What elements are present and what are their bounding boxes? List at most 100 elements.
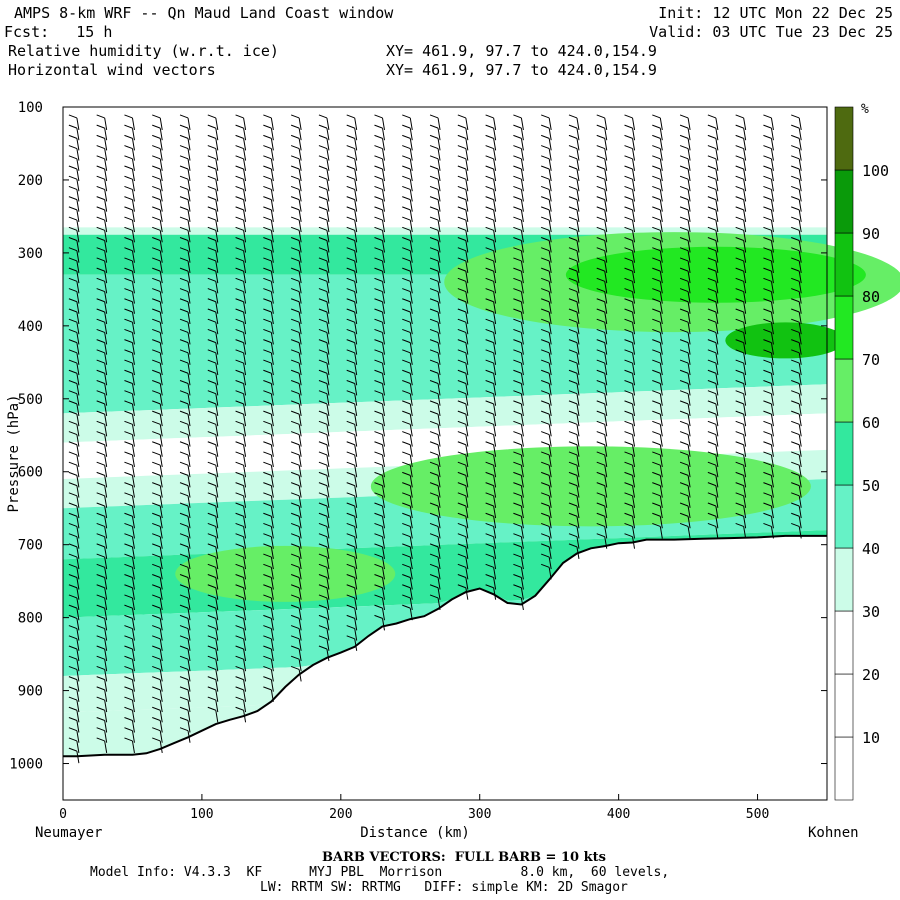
- barb-flag: [707, 288, 717, 293]
- barb-flag: [96, 706, 105, 711]
- wind-barb: [263, 441, 274, 457]
- wind-barb: [541, 400, 552, 416]
- barb-staff: [159, 240, 163, 253]
- wind-barb: [152, 533, 163, 549]
- barb-staff: [354, 577, 358, 590]
- barb-flag: [652, 410, 661, 415]
- barb-staff: [437, 485, 441, 498]
- barb-staff: [465, 393, 469, 406]
- barb-flag: [179, 114, 189, 119]
- barb-flag: [568, 492, 578, 497]
- wind-barb: [235, 492, 247, 508]
- barb-staff: [298, 250, 302, 263]
- wind-barb: [791, 471, 802, 488]
- barb-staff: [215, 638, 219, 651]
- wind-barb: [235, 216, 247, 233]
- wind-barb: [235, 461, 247, 478]
- barb-flag: [374, 134, 383, 139]
- wind-barb: [318, 155, 330, 171]
- barb-flag: [513, 400, 522, 405]
- barb-staff: [243, 475, 247, 488]
- barb-staff: [687, 505, 691, 519]
- barb-staff: [743, 322, 747, 335]
- wind-barb: [485, 400, 497, 416]
- wind-barb: [791, 288, 802, 304]
- barb-flag: [513, 543, 522, 548]
- barb-flag: [596, 247, 605, 252]
- barb-staff: [715, 240, 719, 253]
- wind-barb: [152, 471, 163, 488]
- barb-staff: [326, 240, 330, 253]
- barb-flag: [263, 471, 272, 476]
- barb-flag: [485, 431, 494, 436]
- wind-barb: [374, 563, 385, 580]
- wind-barb: [346, 594, 358, 611]
- barb-flag: [652, 492, 661, 497]
- barb-flag: [290, 492, 300, 497]
- barb-flag: [707, 431, 717, 436]
- barb-flag: [235, 645, 244, 650]
- barb-staff: [187, 720, 191, 733]
- barb-flag: [290, 543, 300, 548]
- barb-staff: [159, 179, 163, 192]
- barb-flag: [485, 563, 494, 568]
- wind-barb: [96, 124, 108, 141]
- wind-barb: [568, 512, 580, 529]
- wind-barb: [346, 339, 358, 355]
- wind-barb: [791, 175, 802, 192]
- barb-staff: [104, 219, 108, 233]
- wind-barb: [624, 369, 636, 386]
- barb-staff: [298, 536, 302, 549]
- barb-flag: [207, 196, 216, 201]
- barb-flag: [707, 471, 717, 476]
- wind-barb: [596, 390, 608, 406]
- wind-barb: [263, 359, 274, 376]
- barb-flag: [290, 124, 300, 129]
- barb-flag: [624, 145, 633, 150]
- wind-barb: [707, 441, 719, 457]
- wind-barb: [124, 431, 135, 447]
- wind-barb: [513, 584, 524, 600]
- wind-barb: [707, 431, 719, 447]
- barb-staff: [493, 393, 497, 406]
- barb-staff: [770, 342, 774, 355]
- wind-barb: [679, 369, 691, 386]
- wind-barb: [735, 369, 747, 386]
- barb-flag: [735, 267, 744, 272]
- y-tick-label: 100: [18, 100, 43, 116]
- barb-staff: [243, 373, 247, 386]
- wind-barb: [735, 247, 747, 263]
- barb-flag: [402, 584, 411, 589]
- wind-barb: [513, 206, 524, 222]
- barb-flag: [402, 145, 411, 150]
- barb-staff: [270, 577, 274, 590]
- barb-staff: [743, 414, 747, 427]
- barb-staff: [770, 403, 774, 416]
- barb-staff: [632, 362, 636, 376]
- barb-staff: [187, 689, 191, 702]
- barb-staff: [243, 546, 247, 559]
- barb-flag: [179, 614, 189, 619]
- barb-flag: [96, 237, 105, 241]
- wind-barb: [457, 451, 469, 468]
- wind-barb: [263, 635, 274, 651]
- wind-barb: [735, 277, 747, 294]
- barb-staff: [659, 311, 663, 325]
- barb-staff: [159, 117, 163, 131]
- barb-flag: [263, 114, 272, 119]
- barb-staff: [576, 454, 580, 468]
- wind-barb: [290, 512, 302, 529]
- wind-barb: [346, 155, 358, 171]
- barb-flag: [513, 145, 522, 150]
- barb-flag: [541, 145, 550, 150]
- barb-staff: [465, 322, 469, 335]
- barb-staff: [215, 271, 219, 284]
- barb-staff: [743, 403, 747, 416]
- barb-staff: [187, 465, 191, 478]
- wind-barb: [791, 237, 802, 253]
- wind-barb: [402, 155, 413, 171]
- barb-staff: [687, 424, 691, 437]
- wind-barb: [679, 512, 691, 529]
- wind-barb: [290, 553, 302, 570]
- barb-flag: [541, 471, 550, 476]
